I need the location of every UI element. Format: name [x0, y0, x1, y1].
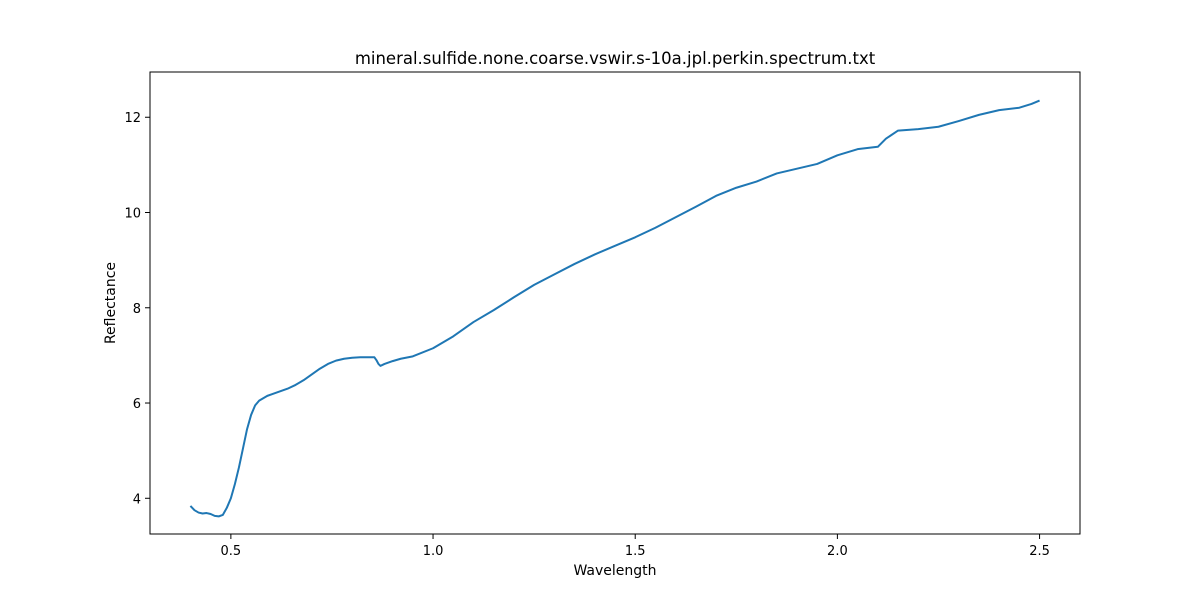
- x-axis-label: Wavelength: [573, 563, 656, 579]
- y-tick-label: 10: [124, 207, 141, 222]
- x-tick-label: 1.5: [625, 544, 646, 559]
- x-tick-label: 0.5: [221, 544, 242, 559]
- x-tick-label: 1.0: [423, 544, 444, 559]
- x-axis: 0.5 1.0 1.5 2.0 2.5: [221, 534, 1050, 559]
- y-tick-label: 12: [124, 111, 141, 126]
- axes-frame: [149, 71, 1081, 535]
- y-tick-label: 8: [133, 302, 141, 317]
- x-tick-label: 2.0: [827, 544, 848, 559]
- plot-area: [189, 99, 1040, 518]
- y-axis-label: Reflectance: [103, 262, 119, 344]
- y-tick-label: 6: [133, 397, 141, 412]
- y-axis: 4 6 8 10 12: [124, 111, 150, 507]
- series-line: [189, 99, 1040, 518]
- chart-title: mineral.sulfide.none.coarse.vswir.s-10a.…: [355, 49, 876, 68]
- x-tick-label: 2.5: [1029, 544, 1050, 559]
- y-tick-label: 4: [133, 492, 141, 507]
